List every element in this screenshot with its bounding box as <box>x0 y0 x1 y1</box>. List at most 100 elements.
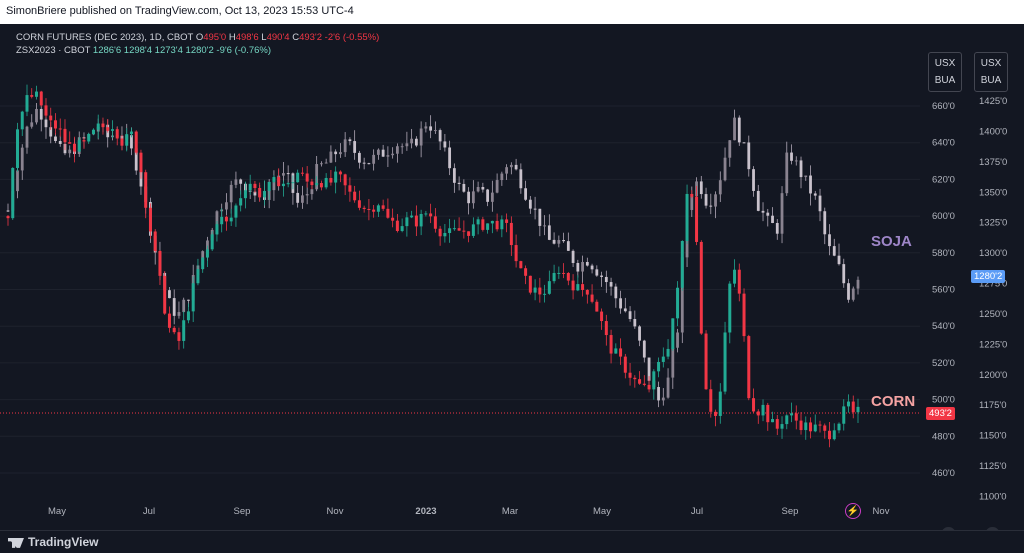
corn-candle <box>467 231 471 236</box>
soy-candle <box>718 180 722 195</box>
time-tick-label: Nov <box>327 506 344 517</box>
soy-close: 1280'2 <box>185 45 214 56</box>
corn-legend-c-label: C <box>292 32 300 43</box>
corn-candle <box>253 183 257 188</box>
soy-candle <box>642 340 646 358</box>
soy-candle <box>301 195 304 203</box>
corn-candle <box>775 419 779 429</box>
soy-candle <box>557 240 561 244</box>
corn-change: -2'6 (-0.55%) <box>324 32 380 43</box>
soy-candle <box>419 128 423 146</box>
corn-tick-label: 460'0 <box>932 468 955 479</box>
soy-candle <box>562 240 565 242</box>
corn-candle <box>243 190 247 199</box>
soy-candle <box>528 199 532 209</box>
soy-candle <box>177 312 181 316</box>
lightning-icon[interactable]: ⚡ <box>845 503 861 519</box>
currency-unit-button-left[interactable]: USX BUA <box>928 52 962 92</box>
soy-candle <box>172 298 176 316</box>
corn-candle <box>334 171 338 183</box>
soy-candle <box>809 175 812 194</box>
corn-candle <box>186 311 190 321</box>
corn-candle <box>851 401 855 413</box>
time-tick-label: May <box>48 506 66 517</box>
corn-candle <box>733 269 737 284</box>
soy-tick-label: 1100'0 <box>979 491 1007 502</box>
corn-candle <box>609 335 613 354</box>
chart-frame[interactable]: 660'0 640'0 620'0 600'0 580'0 560'0 540'0 520'0… <box>0 24 1024 542</box>
corn-candle <box>386 208 390 218</box>
tradingview-logo[interactable]: TradingView <box>8 535 98 549</box>
corn-candle <box>182 320 186 341</box>
corn-candle <box>296 172 300 183</box>
corn-candle <box>376 205 380 212</box>
corn-label: CORN <box>871 393 916 410</box>
corn-candle <box>723 332 727 392</box>
corn-candle <box>44 105 48 116</box>
corn-candle <box>842 406 846 424</box>
corn-candle <box>752 398 756 412</box>
brand-name: TradingView <box>28 535 99 549</box>
price-chart[interactable]: 660'0 640'0 620'0 600'0 580'0 560'0 540'0 520'0… <box>0 24 1024 530</box>
soy-candle <box>756 190 760 211</box>
soy-last-price: 1280'2 <box>971 270 1006 283</box>
soy-candle <box>519 169 523 189</box>
corn-candle <box>158 250 162 276</box>
corn-legend-o-label: O <box>195 32 204 43</box>
corn-candle <box>391 217 395 221</box>
corn-candle <box>125 134 129 146</box>
soy-candle <box>305 194 309 196</box>
corn-candle <box>414 215 418 227</box>
publish-info: SimonBriere published on TradingView.com… <box>6 5 354 17</box>
corn-candle <box>438 228 442 237</box>
corn-candle <box>600 311 604 322</box>
corn-candle <box>680 240 684 288</box>
corn-candle <box>343 174 347 186</box>
soy-candle <box>628 311 632 319</box>
corn-candle <box>272 177 276 182</box>
corn-candle <box>144 172 148 208</box>
soy-candle <box>709 205 713 207</box>
corn-candle <box>15 129 19 168</box>
corn-tick-label: 640'0 <box>932 138 955 149</box>
corn-tick-label: 580'0 <box>932 248 955 259</box>
corn-candle <box>771 419 775 423</box>
corn-candle <box>49 115 53 121</box>
corn-candle <box>34 91 38 97</box>
soy-candle <box>785 152 789 194</box>
soy-candle <box>780 193 784 234</box>
soy-candle <box>799 160 803 178</box>
corn-candle <box>714 411 718 416</box>
soy-candle <box>600 275 603 277</box>
soy-candle <box>619 298 622 309</box>
time-tick-label: Nov <box>873 506 890 517</box>
currency-label: USX <box>934 58 956 69</box>
corn-candle <box>766 404 770 423</box>
corn-tick-label: 560'0 <box>932 285 955 296</box>
soy-tick-label: 1375'0 <box>979 157 1007 168</box>
soy-candle <box>775 222 779 234</box>
soy-candle <box>538 208 542 226</box>
corn-candle <box>348 185 352 192</box>
corn-candle <box>82 140 86 142</box>
corn-candle <box>813 424 817 432</box>
soy-change: -9'6 (-0.76%) <box>216 45 272 56</box>
corn-candle <box>6 216 10 219</box>
corn-candle <box>642 383 646 385</box>
soy-candle <box>39 108 43 120</box>
soy-candle <box>813 193 817 196</box>
unit-label: BUA <box>934 75 956 86</box>
soy-candle <box>49 127 53 137</box>
soy-candle <box>395 146 399 154</box>
corn-candle <box>201 257 205 270</box>
soy-candle <box>324 162 328 164</box>
soy-candle <box>804 175 808 178</box>
soy-candle <box>362 162 366 164</box>
soy-candle <box>296 192 300 203</box>
corn-candle <box>737 269 741 294</box>
soy-candle <box>35 108 38 123</box>
corn-candle <box>362 207 366 209</box>
soy-candle <box>381 149 385 157</box>
currency-unit-button-right[interactable]: USX BUA <box>974 52 1008 92</box>
corn-candle <box>538 287 542 295</box>
